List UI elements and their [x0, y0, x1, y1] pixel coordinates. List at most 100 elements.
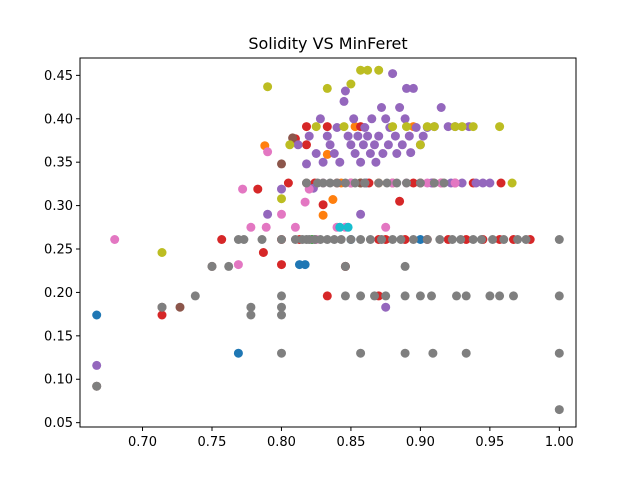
scatter-point: [322, 83, 332, 93]
scatter-point: [277, 260, 286, 270]
scatter-point: [388, 69, 398, 79]
scatter-point: [495, 291, 505, 301]
scatter-point: [318, 157, 328, 167]
scatter-point: [477, 235, 486, 244]
scatter-point: [371, 157, 381, 167]
scatter-point: [332, 178, 342, 188]
scatter-point: [325, 140, 335, 150]
scatter-point: [346, 235, 356, 244]
scatter-point: [277, 235, 286, 244]
scatter-point: [257, 235, 267, 244]
scatter-point: [408, 235, 418, 244]
scatter-point: [436, 103, 446, 112]
scatter-point: [392, 149, 402, 158]
scatter-point: [461, 348, 471, 358]
scatter-point: [397, 140, 407, 150]
scatter-point: [246, 302, 256, 312]
scatter-point: [400, 291, 410, 301]
scatter-point: [318, 200, 328, 210]
scatter-point: [261, 222, 271, 232]
scatter-point: [283, 178, 293, 188]
x-tick-label: 0.70: [128, 435, 157, 450]
scatter-point: [322, 149, 332, 159]
scatter-point: [277, 159, 286, 169]
scatter-point: [381, 222, 391, 232]
scatter-point: [488, 235, 498, 244]
scatter-point: [415, 291, 425, 301]
y-tick-label: 0.10: [44, 373, 73, 388]
points-layer: [92, 65, 564, 415]
scatter-point: [350, 178, 360, 188]
scatter-point: [246, 222, 256, 232]
scatter-point: [157, 310, 167, 320]
scatter-point: [92, 360, 102, 370]
scatter-point: [302, 140, 311, 150]
scatter-point: [350, 149, 360, 158]
scatter-point: [258, 248, 268, 257]
scatter-point: [318, 178, 328, 188]
scatter-point: [304, 131, 314, 141]
scatter-point: [339, 122, 349, 132]
scatter-point: [325, 178, 335, 188]
scatter-point: [339, 96, 349, 106]
y-tick-label: 0.15: [44, 329, 73, 344]
scatter-point: [246, 310, 256, 320]
scatter-point: [400, 348, 410, 358]
scatter-point: [381, 302, 391, 312]
scatter-point: [277, 291, 286, 301]
scatter-point: [422, 178, 432, 188]
scatter-point: [521, 235, 531, 244]
scatter-point: [335, 222, 345, 232]
scatter-point: [402, 178, 411, 188]
scatter-point: [92, 381, 102, 391]
scatter-point: [395, 103, 405, 112]
scatter-point: [290, 235, 300, 244]
scatter-point: [302, 122, 311, 132]
scatter-point: [395, 196, 405, 206]
scatter-point: [217, 235, 227, 244]
scatter-point: [365, 235, 375, 244]
plot-frame: [79, 57, 577, 428]
scatter-point: [400, 261, 410, 271]
scatter-point: [388, 122, 398, 132]
scatter-point: [315, 235, 325, 244]
scatter-point: [233, 260, 243, 270]
scatter-point: [288, 133, 298, 143]
scatter-point: [471, 178, 481, 188]
scatter-point: [340, 291, 350, 301]
scatter-point: [302, 159, 311, 169]
scatter-point: [370, 140, 379, 150]
scatter-point: [443, 122, 453, 132]
scatter-point: [277, 310, 286, 320]
scatter-point: [92, 310, 102, 320]
scatter-point: [400, 114, 410, 124]
scatter-point: [277, 209, 286, 219]
scatter-point: [356, 157, 366, 167]
scatter-point: [396, 235, 406, 244]
x-tick-label: 1.00: [545, 435, 574, 450]
scatter-point: [277, 194, 286, 204]
scatter-point: [207, 261, 217, 271]
scatter-point: [277, 302, 286, 312]
scatter-point: [554, 235, 564, 244]
scatter-point: [356, 209, 366, 219]
scatter-point: [392, 178, 402, 188]
scatter-point: [457, 122, 467, 132]
scatter-point: [356, 235, 366, 244]
scatter-point: [336, 235, 346, 244]
scatter-point: [322, 291, 332, 301]
scatter-point: [340, 86, 350, 96]
scatter-point: [239, 235, 249, 244]
scatter-point: [370, 291, 379, 301]
scatter-point: [452, 291, 461, 301]
y-tick-label: 0.30: [44, 199, 73, 214]
scatter-point: [346, 140, 356, 150]
scatter-point: [415, 235, 425, 244]
scatter-point: [435, 235, 445, 244]
scatter-point: [408, 83, 418, 93]
scatter-point: [404, 131, 414, 141]
scatter-point: [554, 348, 564, 358]
scatter-point: [367, 114, 377, 124]
scatter-point: [365, 149, 375, 158]
